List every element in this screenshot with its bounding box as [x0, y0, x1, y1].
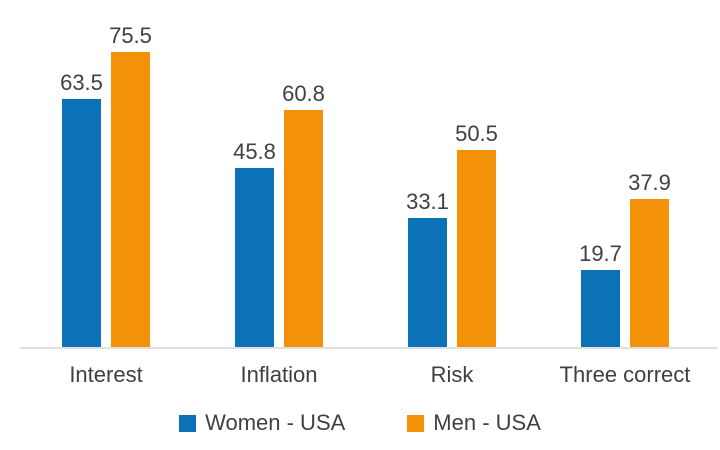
x-axis-category-labels: Interest Inflation Risk Three correct [0, 361, 720, 391]
legend-label: Women - USA [205, 410, 346, 435]
legend-label: Men - USA [433, 410, 541, 435]
bar-women-three-correct [581, 270, 620, 347]
bar-men-three-correct [630, 199, 669, 347]
value-label: 33.1 [406, 189, 449, 214]
legend-swatch-icon [407, 414, 425, 432]
bar-men-interest [111, 52, 150, 347]
value-label: 63.5 [60, 70, 103, 95]
value-label: 37.9 [628, 170, 671, 195]
category-label-interest: Interest [69, 362, 143, 387]
category-label-risk: Risk [430, 362, 474, 387]
legend-swatch-icon [179, 414, 197, 432]
bar-women-interest [62, 99, 101, 347]
bar-women-risk [408, 218, 447, 347]
value-label: 19.7 [579, 241, 622, 266]
bar-men-inflation [284, 110, 323, 347]
value-label: 75.5 [109, 23, 152, 48]
x-axis-baseline [20, 347, 718, 349]
category-label-three-correct: Three correct [559, 362, 691, 387]
legend-item-women: Women - USA [179, 411, 345, 435]
value-label: 60.8 [282, 81, 325, 106]
category-label-inflation: Inflation [240, 362, 318, 387]
legend-item-men: Men - USA [407, 411, 541, 435]
bar-men-risk [457, 150, 496, 347]
legend: Women - USA Men - USA [0, 411, 720, 435]
plot-area: 63.5 75.5 45.8 60.8 33.1 50.5 19.7 37.9 [60, 23, 671, 347]
value-label: 45.8 [233, 139, 276, 164]
bar-women-inflation [235, 168, 274, 347]
value-label: 50.5 [455, 121, 498, 146]
